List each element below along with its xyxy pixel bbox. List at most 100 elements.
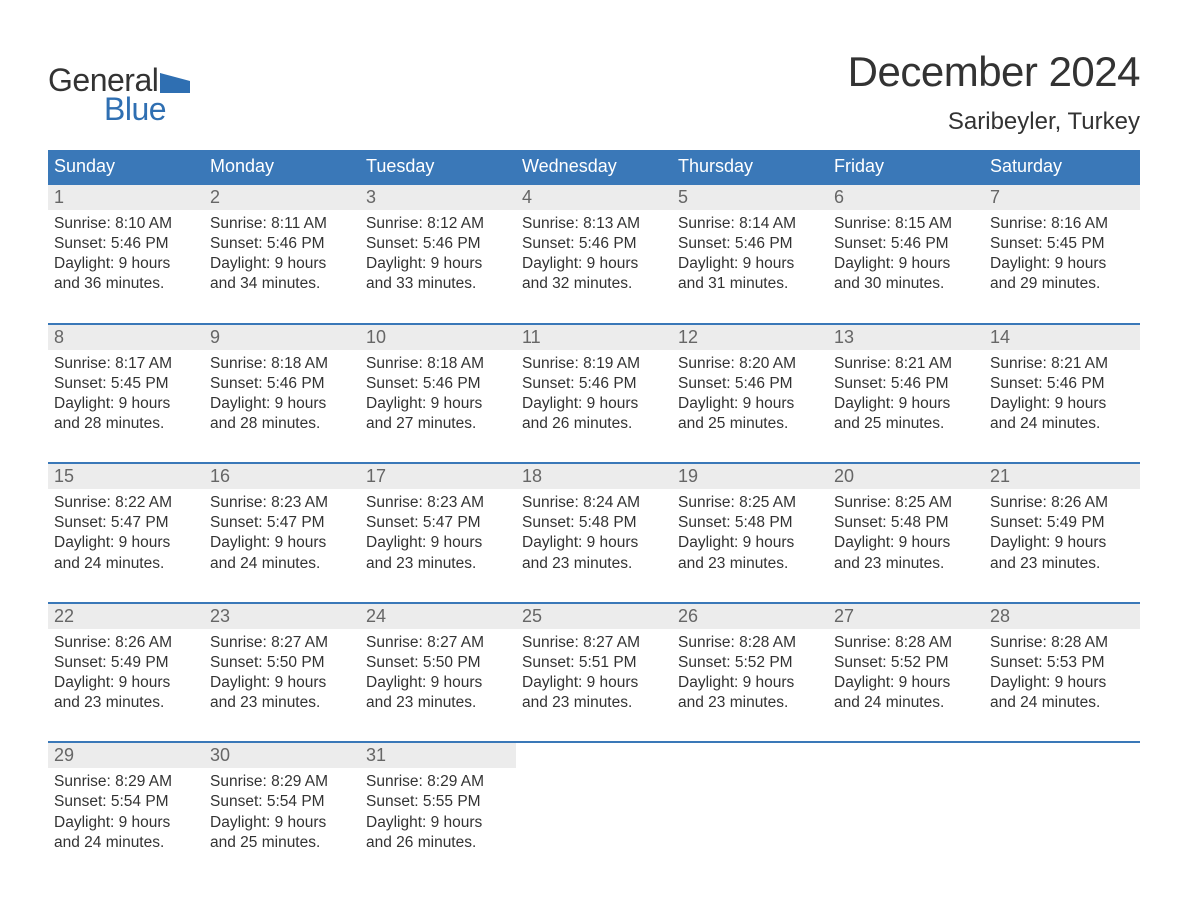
day-dl1-text: Daylight: 9 hours	[54, 813, 198, 833]
day-sunrise-text: Sunrise: 8:28 AM	[834, 633, 978, 653]
day-number-cell: 31	[360, 743, 516, 768]
calendar: Sunday Monday Tuesday Wednesday Thursday…	[48, 150, 1140, 881]
day-sunrise-text: Sunrise: 8:28 AM	[990, 633, 1134, 653]
day-sunset-text: Sunset: 5:52 PM	[834, 653, 978, 673]
day-dl1-text: Daylight: 9 hours	[678, 254, 822, 274]
day-content-row: Sunrise: 8:26 AMSunset: 5:49 PMDaylight:…	[48, 629, 1140, 742]
day-number-cell: 29	[48, 743, 204, 768]
day-sunrise-text: Sunrise: 8:24 AM	[522, 493, 666, 513]
day-dl2-text: and 23 minutes.	[990, 554, 1134, 574]
day-number-cell: 13	[828, 325, 984, 350]
day-content-cell	[516, 768, 672, 881]
day-sunset-text: Sunset: 5:54 PM	[210, 792, 354, 812]
day-sunrise-text: Sunrise: 8:25 AM	[834, 493, 978, 513]
day-sunset-text: Sunset: 5:45 PM	[990, 234, 1134, 254]
day-dl1-text: Daylight: 9 hours	[210, 394, 354, 414]
day-dl1-text: Daylight: 9 hours	[990, 673, 1134, 693]
day-content-cell: Sunrise: 8:24 AMSunset: 5:48 PMDaylight:…	[516, 489, 672, 602]
day-sunset-text: Sunset: 5:46 PM	[834, 234, 978, 254]
day-number-row: 1234567	[48, 185, 1140, 210]
day-dl2-text: and 33 minutes.	[366, 274, 510, 294]
day-number-row: 22232425262728	[48, 604, 1140, 629]
day-sunrise-text: Sunrise: 8:10 AM	[54, 214, 198, 234]
day-dl1-text: Daylight: 9 hours	[522, 254, 666, 274]
day-number-cell: 25	[516, 604, 672, 629]
day-content-cell: Sunrise: 8:16 AMSunset: 5:45 PMDaylight:…	[984, 210, 1140, 323]
day-sunset-text: Sunset: 5:46 PM	[54, 234, 198, 254]
day-sunset-text: Sunset: 5:47 PM	[366, 513, 510, 533]
day-dl1-text: Daylight: 9 hours	[834, 673, 978, 693]
day-dl2-text: and 28 minutes.	[210, 414, 354, 434]
day-sunrise-text: Sunrise: 8:19 AM	[522, 354, 666, 374]
day-number-cell: 1	[48, 185, 204, 210]
day-number-cell: 8	[48, 325, 204, 350]
day-dl1-text: Daylight: 9 hours	[834, 254, 978, 274]
day-header-fri: Friday	[828, 150, 984, 183]
day-dl1-text: Daylight: 9 hours	[366, 673, 510, 693]
day-sunset-text: Sunset: 5:52 PM	[678, 653, 822, 673]
day-dl2-text: and 23 minutes.	[54, 693, 198, 713]
day-sunset-text: Sunset: 5:46 PM	[210, 374, 354, 394]
day-number-cell: 15	[48, 464, 204, 489]
day-content-cell: Sunrise: 8:28 AMSunset: 5:52 PMDaylight:…	[828, 629, 984, 742]
day-dl2-text: and 25 minutes.	[210, 833, 354, 853]
day-content-cell: Sunrise: 8:27 AMSunset: 5:50 PMDaylight:…	[360, 629, 516, 742]
day-dl1-text: Daylight: 9 hours	[210, 254, 354, 274]
day-content-cell: Sunrise: 8:27 AMSunset: 5:50 PMDaylight:…	[204, 629, 360, 742]
day-number-row: 891011121314	[48, 325, 1140, 350]
day-sunrise-text: Sunrise: 8:20 AM	[678, 354, 822, 374]
day-number-cell: 6	[828, 185, 984, 210]
day-sunrise-text: Sunrise: 8:21 AM	[990, 354, 1134, 374]
day-content-cell: Sunrise: 8:21 AMSunset: 5:46 PMDaylight:…	[828, 350, 984, 463]
day-number-cell: 21	[984, 464, 1140, 489]
day-number-cell: 27	[828, 604, 984, 629]
header: General Blue December 2024 Saribeyler, T…	[48, 48, 1140, 136]
weeks-container: 1234567Sunrise: 8:10 AMSunset: 5:46 PMDa…	[48, 183, 1140, 881]
day-sunset-text: Sunset: 5:55 PM	[366, 792, 510, 812]
week-block: 293031Sunrise: 8:29 AMSunset: 5:54 PMDay…	[48, 741, 1140, 881]
day-dl1-text: Daylight: 9 hours	[366, 254, 510, 274]
day-sunset-text: Sunset: 5:51 PM	[522, 653, 666, 673]
day-sunset-text: Sunset: 5:48 PM	[678, 513, 822, 533]
day-content-cell: Sunrise: 8:17 AMSunset: 5:45 PMDaylight:…	[48, 350, 204, 463]
day-dl2-text: and 26 minutes.	[522, 414, 666, 434]
day-sunrise-text: Sunrise: 8:11 AM	[210, 214, 354, 234]
day-dl1-text: Daylight: 9 hours	[366, 813, 510, 833]
day-dl1-text: Daylight: 9 hours	[522, 673, 666, 693]
day-sunset-text: Sunset: 5:49 PM	[54, 653, 198, 673]
day-sunrise-text: Sunrise: 8:29 AM	[54, 772, 198, 792]
day-content-cell: Sunrise: 8:14 AMSunset: 5:46 PMDaylight:…	[672, 210, 828, 323]
day-dl1-text: Daylight: 9 hours	[54, 394, 198, 414]
day-dl1-text: Daylight: 9 hours	[834, 533, 978, 553]
day-sunset-text: Sunset: 5:53 PM	[990, 653, 1134, 673]
day-content-cell: Sunrise: 8:20 AMSunset: 5:46 PMDaylight:…	[672, 350, 828, 463]
day-number-cell: 28	[984, 604, 1140, 629]
day-dl2-text: and 24 minutes.	[54, 833, 198, 853]
day-sunset-text: Sunset: 5:46 PM	[990, 374, 1134, 394]
day-content-cell: Sunrise: 8:28 AMSunset: 5:53 PMDaylight:…	[984, 629, 1140, 742]
day-header-sat: Saturday	[984, 150, 1140, 183]
month-title: December 2024	[848, 48, 1140, 96]
day-dl2-text: and 36 minutes.	[54, 274, 198, 294]
logo-word-blue: Blue	[104, 91, 190, 128]
day-dl1-text: Daylight: 9 hours	[678, 673, 822, 693]
day-content-cell: Sunrise: 8:28 AMSunset: 5:52 PMDaylight:…	[672, 629, 828, 742]
day-dl2-text: and 24 minutes.	[834, 693, 978, 713]
day-number-cell	[672, 743, 828, 768]
day-dl2-text: and 23 minutes.	[522, 693, 666, 713]
day-dl2-text: and 27 minutes.	[366, 414, 510, 434]
day-number-cell	[516, 743, 672, 768]
day-number-cell: 23	[204, 604, 360, 629]
logo: General Blue	[48, 62, 190, 128]
day-dl1-text: Daylight: 9 hours	[210, 813, 354, 833]
day-content-cell: Sunrise: 8:15 AMSunset: 5:46 PMDaylight:…	[828, 210, 984, 323]
day-dl1-text: Daylight: 9 hours	[366, 394, 510, 414]
week-block: 22232425262728Sunrise: 8:26 AMSunset: 5:…	[48, 602, 1140, 742]
day-dl1-text: Daylight: 9 hours	[990, 254, 1134, 274]
day-number-cell: 17	[360, 464, 516, 489]
day-dl1-text: Daylight: 9 hours	[678, 394, 822, 414]
day-sunrise-text: Sunrise: 8:27 AM	[210, 633, 354, 653]
day-number-cell: 12	[672, 325, 828, 350]
location: Saribeyler, Turkey	[848, 108, 1140, 136]
day-sunrise-text: Sunrise: 8:21 AM	[834, 354, 978, 374]
